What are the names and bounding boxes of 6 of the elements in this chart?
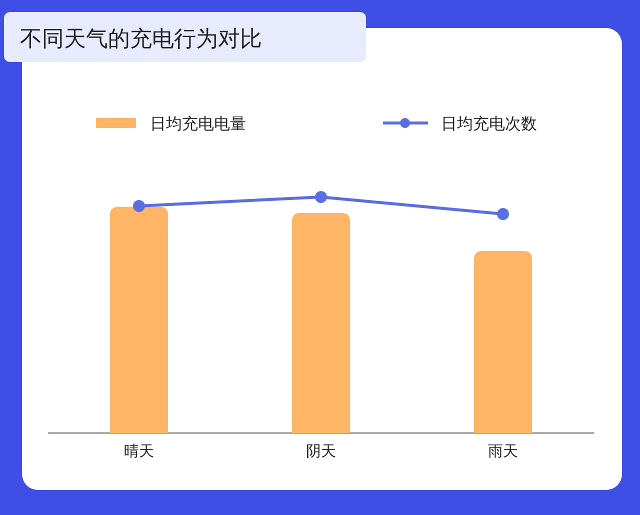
x-tick-label: 晴天 bbox=[124, 442, 154, 460]
x-tick-label: 阴天 bbox=[306, 442, 336, 460]
title: 不同天气的充电行为对比 bbox=[20, 27, 262, 52]
x-tick-label: 雨天 bbox=[488, 442, 518, 460]
legend-label: 日均充电电量 bbox=[150, 114, 246, 133]
legend-label: 日均充电次数 bbox=[441, 114, 537, 133]
